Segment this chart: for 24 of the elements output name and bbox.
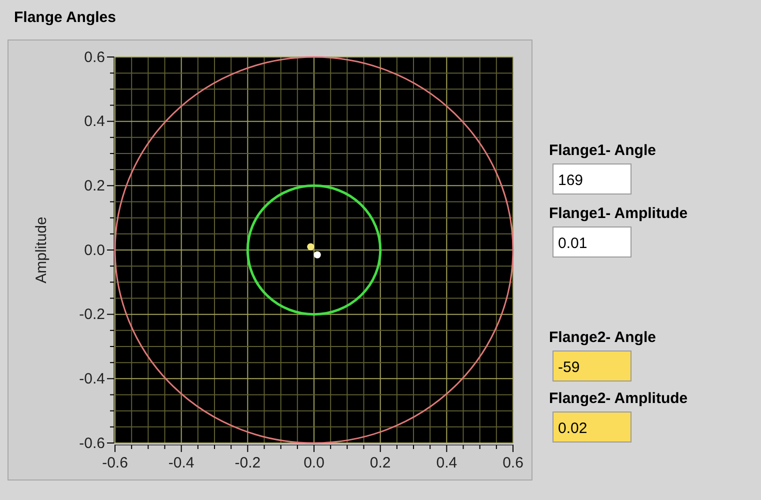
- y-tick-label: 0.6: [84, 48, 105, 66]
- text: 169: [558, 172, 584, 189]
- y-tick-label: 0.2: [84, 177, 105, 194]
- text: Flange2- Amplitude: [549, 390, 688, 407]
- x-tick-label: 0.2: [370, 454, 391, 472]
- text: Flange1- Angle: [549, 142, 656, 159]
- text: -59: [558, 359, 580, 376]
- y-axis-title: Amplitude: [33, 216, 50, 284]
- x-tick-label: 0.6: [502, 454, 524, 472]
- chart-title: Flange Angles: [14, 9, 116, 26]
- y-tick-label: -0.2: [79, 306, 105, 324]
- y-tick-label: -0.6: [79, 434, 105, 452]
- x-tick-label: 0.0: [304, 454, 324, 472]
- text: Flange2- Angle: [549, 329, 656, 346]
- text: 0.01: [558, 235, 588, 252]
- x-tick-label: 0.4: [436, 454, 458, 472]
- y-tick-label: 0.0: [84, 242, 105, 259]
- y-tick-label: -0.4: [79, 370, 105, 388]
- x-tick-label: -0.6: [102, 454, 128, 472]
- y-tick-label: 0.4: [84, 113, 105, 130]
- x-tick-label: -0.2: [234, 454, 261, 472]
- text: Flange1- Amplitude: [549, 205, 688, 222]
- x-tick-label: -0.4: [168, 454, 194, 472]
- text: 0.02: [558, 420, 588, 437]
